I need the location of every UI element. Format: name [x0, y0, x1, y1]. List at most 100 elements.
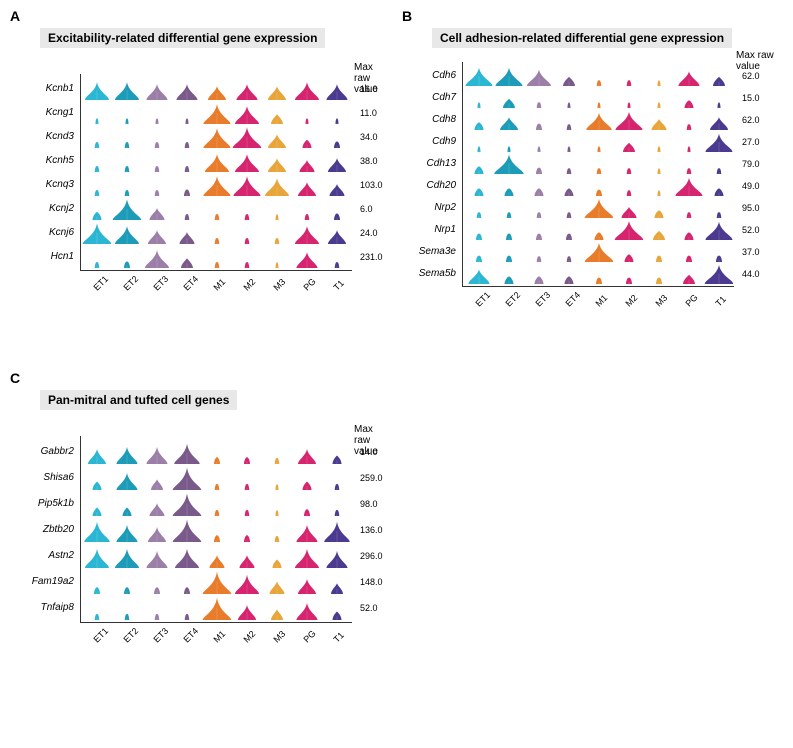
- violin: [322, 198, 352, 222]
- violin: [142, 150, 172, 174]
- violin: [262, 222, 292, 246]
- violin: [262, 518, 292, 544]
- gene-label: Kcnd3: [24, 131, 74, 142]
- violin: [322, 440, 352, 466]
- gene-label: Pip5k1b: [24, 498, 74, 509]
- violin: [292, 126, 322, 150]
- violin: [644, 198, 674, 220]
- gene-label: Cdh8: [406, 114, 456, 125]
- max-value: 34.0: [360, 132, 378, 142]
- violin: [614, 110, 644, 132]
- violin: [202, 222, 232, 246]
- violin: [262, 596, 292, 622]
- max-value: 38.0: [360, 156, 378, 166]
- violin: [464, 264, 494, 286]
- violin: [524, 264, 554, 286]
- max-raw-value-label: Max raw value: [736, 50, 787, 72]
- max-value: 136.0: [360, 525, 383, 535]
- violin: [292, 596, 322, 622]
- violin: [232, 246, 262, 270]
- violin: [232, 126, 262, 150]
- violin: [112, 596, 142, 622]
- violin: [82, 544, 112, 570]
- violin: [554, 88, 584, 110]
- max-value: 52.0: [360, 603, 378, 613]
- max-value: 16.0: [360, 84, 378, 94]
- violin: [704, 198, 734, 220]
- gene-label: Fam19a2: [24, 576, 74, 587]
- max-value: 37.0: [742, 247, 760, 257]
- violin: [112, 492, 142, 518]
- violin: [202, 102, 232, 126]
- violin: [172, 246, 202, 270]
- violin: [322, 570, 352, 596]
- violin: [554, 176, 584, 198]
- violin: [644, 110, 674, 132]
- violin: [202, 198, 232, 222]
- violin: [554, 220, 584, 242]
- y-axis: [80, 436, 81, 622]
- violin: [172, 518, 202, 544]
- violin: [494, 132, 524, 154]
- violin: [292, 102, 322, 126]
- violin: [262, 174, 292, 198]
- gene-label: Nrp1: [406, 224, 456, 235]
- violin: [644, 264, 674, 286]
- violin: [112, 544, 142, 570]
- violin: [584, 242, 614, 264]
- violin: [322, 150, 352, 174]
- gene-label: Kcnq3: [24, 179, 74, 190]
- gene-label: Kcnj6: [24, 227, 74, 238]
- violin: [82, 518, 112, 544]
- violin: [322, 246, 352, 270]
- violin: [524, 176, 554, 198]
- violin: [142, 466, 172, 492]
- violin: [82, 78, 112, 102]
- violin: [322, 102, 352, 126]
- violin: [322, 544, 352, 570]
- violin: [614, 242, 644, 264]
- violin: [524, 66, 554, 88]
- x-axis: [462, 286, 734, 287]
- max-value: 62.0: [742, 71, 760, 81]
- violin: [142, 198, 172, 222]
- violin: [172, 492, 202, 518]
- gene-label: Cdh9: [406, 136, 456, 147]
- violin: [232, 222, 262, 246]
- max-value: 103.0: [360, 180, 383, 190]
- violin: [704, 66, 734, 88]
- violin: [584, 154, 614, 176]
- violin: [584, 220, 614, 242]
- violin: [262, 544, 292, 570]
- x-axis: [80, 270, 352, 271]
- violin: [232, 198, 262, 222]
- violin: [674, 198, 704, 220]
- violin: [172, 596, 202, 622]
- max-value: 62.0: [742, 115, 760, 125]
- max-value: 231.0: [360, 252, 383, 262]
- violin: [112, 222, 142, 246]
- violin: [202, 78, 232, 102]
- violin: [584, 198, 614, 220]
- max-value: 15.0: [742, 93, 760, 103]
- violin: [112, 246, 142, 270]
- violin: [142, 78, 172, 102]
- violin: [232, 544, 262, 570]
- violin: [524, 110, 554, 132]
- violin: [172, 126, 202, 150]
- gene-label: Hcn1: [24, 251, 74, 262]
- violin: [614, 132, 644, 154]
- violin: [644, 242, 674, 264]
- violin: [292, 174, 322, 198]
- gene-label: Tnfaip8: [24, 602, 74, 613]
- violin: [674, 176, 704, 198]
- violin: [172, 102, 202, 126]
- violin: [494, 176, 524, 198]
- violin: [464, 88, 494, 110]
- violin: [202, 570, 232, 596]
- violin: [614, 88, 644, 110]
- violin: [614, 264, 644, 286]
- violin: [704, 242, 734, 264]
- violin: [674, 264, 704, 286]
- violin: [674, 66, 704, 88]
